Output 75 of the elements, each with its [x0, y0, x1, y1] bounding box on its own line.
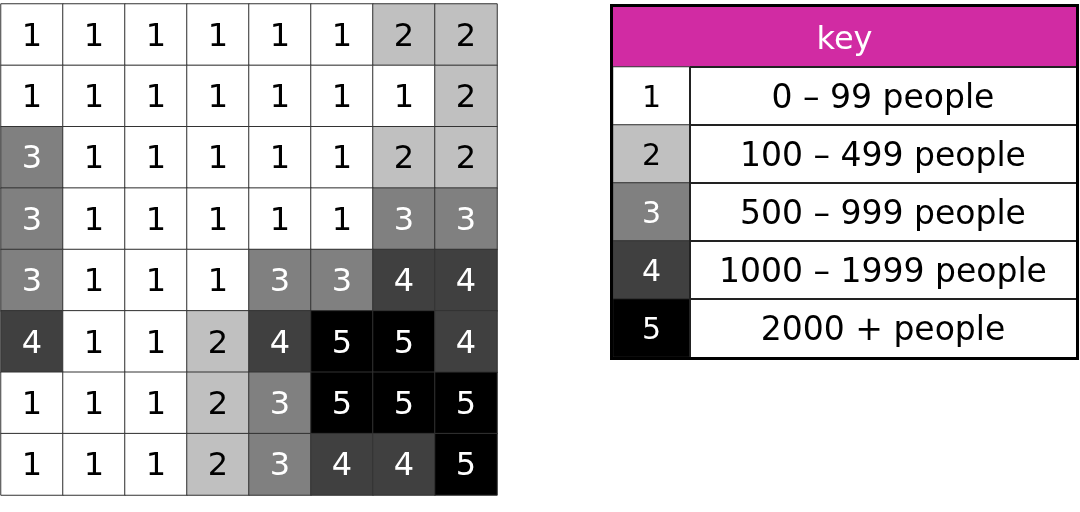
data-label: 2: [393, 138, 415, 177]
data-label: 3: [269, 261, 291, 300]
data-label: 1: [145, 261, 167, 300]
data-label: 2: [207, 383, 229, 422]
data-label: 1: [145, 77, 167, 116]
data-label: 3: [331, 261, 353, 300]
data-label: 3: [269, 445, 291, 484]
data-label: 3: [455, 199, 477, 238]
data-label: 4: [331, 445, 353, 484]
data-label: 1: [331, 138, 353, 177]
data-label: 3: [21, 199, 43, 238]
data-label: 3: [641, 194, 662, 230]
data-label: 2: [455, 77, 477, 116]
data-label: 2: [455, 138, 477, 177]
data-label: 3: [393, 199, 415, 238]
data-label: 5: [641, 310, 662, 346]
text: key: [816, 19, 873, 57]
data-label: 4: [641, 252, 662, 288]
data-label: 1: [207, 138, 229, 177]
data-label: 2: [455, 15, 477, 54]
data-label: 2: [393, 15, 415, 54]
data-label: 4: [393, 261, 415, 300]
data-label: 1: [269, 77, 291, 116]
data-label: 1: [331, 15, 353, 54]
data-label: 1: [207, 199, 229, 238]
data-label: 1: [21, 445, 43, 484]
data-label: 1: [83, 445, 105, 484]
data-label: 4: [21, 322, 43, 361]
data-label: 1: [83, 322, 105, 361]
data-label: 1: [21, 77, 43, 116]
data-label: 1: [145, 383, 167, 422]
data-label: 1: [641, 78, 662, 114]
data-label: 1: [145, 445, 167, 484]
data-label: 5: [393, 322, 415, 361]
data-label: 1: [207, 261, 229, 300]
data-label: 1: [145, 15, 167, 54]
data-label: 4: [455, 322, 477, 361]
data-label: 4: [455, 261, 477, 300]
data-label: 5: [331, 322, 353, 361]
y2-tick-label: 0 – 99 people: [771, 76, 995, 116]
y2-tick-label: 500 – 999 people: [740, 192, 1026, 232]
data-label: 1: [21, 383, 43, 422]
data-label: 1: [21, 15, 43, 54]
data-label: 1: [269, 199, 291, 238]
data-label: 1: [269, 138, 291, 177]
data-label: 1: [145, 138, 167, 177]
data-label: 1: [207, 77, 229, 116]
data-label: 1: [83, 261, 105, 300]
data-label: 3: [21, 261, 43, 300]
data-label: 2: [207, 322, 229, 361]
data-label: 1: [207, 15, 229, 54]
data-label: 2: [207, 445, 229, 484]
data-label: 1: [145, 199, 167, 238]
data-label: 1: [145, 322, 167, 361]
data-label: 1: [331, 199, 353, 238]
data-label: 3: [21, 138, 43, 177]
data-label: 3: [269, 383, 291, 422]
data-label: 1: [83, 77, 105, 116]
data-label: 5: [455, 383, 477, 422]
data-label: 4: [393, 445, 415, 484]
data-label: 1: [83, 199, 105, 238]
data-label: 1: [331, 77, 353, 116]
data-label: 1: [83, 138, 105, 177]
data-label: 5: [455, 445, 477, 484]
data-label: 1: [83, 15, 105, 54]
y2-tick-label: 2000 + people: [760, 308, 1006, 348]
data-label: 1: [83, 383, 105, 422]
data-label: 1: [269, 15, 291, 54]
data-label: 5: [331, 383, 353, 422]
data-label: 4: [269, 322, 291, 361]
y2-tick-label: 1000 – 1999 people: [719, 250, 1047, 290]
data-label: 1: [393, 77, 415, 116]
data-label: 2: [641, 136, 662, 172]
data-label: 5: [393, 383, 415, 422]
y2-tick-label: 100 – 499 people: [740, 134, 1026, 174]
